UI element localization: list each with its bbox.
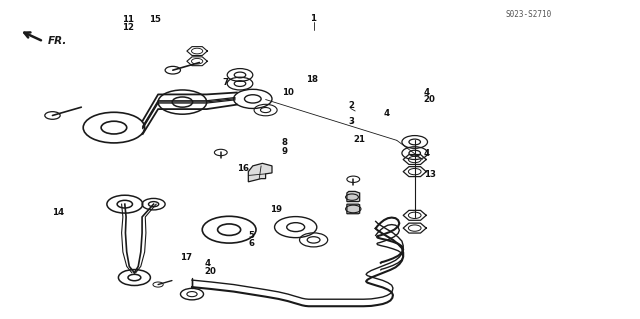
Text: 10: 10 [282, 88, 294, 97]
Text: 7: 7 [223, 78, 229, 87]
Text: 20: 20 [205, 267, 217, 276]
Text: 15: 15 [149, 15, 161, 24]
Text: 4: 4 [424, 88, 430, 97]
Text: 14: 14 [52, 208, 65, 217]
Text: 16: 16 [237, 164, 249, 173]
Polygon shape [248, 163, 272, 182]
Text: 1: 1 [310, 14, 316, 23]
Text: 9: 9 [282, 147, 287, 156]
Text: 19: 19 [270, 205, 282, 214]
Text: 4: 4 [205, 259, 211, 268]
Text: FR.: FR. [48, 36, 67, 47]
Polygon shape [347, 204, 360, 214]
Text: 3: 3 [348, 117, 354, 126]
Text: 5: 5 [248, 231, 254, 240]
Text: 13: 13 [424, 170, 436, 179]
Text: 8: 8 [282, 138, 287, 147]
Text: 2: 2 [348, 101, 354, 110]
Text: 4: 4 [424, 149, 430, 158]
Text: 17: 17 [180, 253, 193, 262]
Text: 4: 4 [384, 109, 390, 118]
Polygon shape [347, 191, 360, 202]
Text: 6: 6 [248, 239, 254, 248]
Text: S023-S2710: S023-S2710 [506, 10, 552, 19]
Text: 18: 18 [306, 75, 318, 84]
Text: 11: 11 [122, 15, 134, 24]
Text: 21: 21 [353, 135, 365, 144]
Text: 20: 20 [424, 95, 436, 104]
Text: 12: 12 [122, 23, 134, 32]
